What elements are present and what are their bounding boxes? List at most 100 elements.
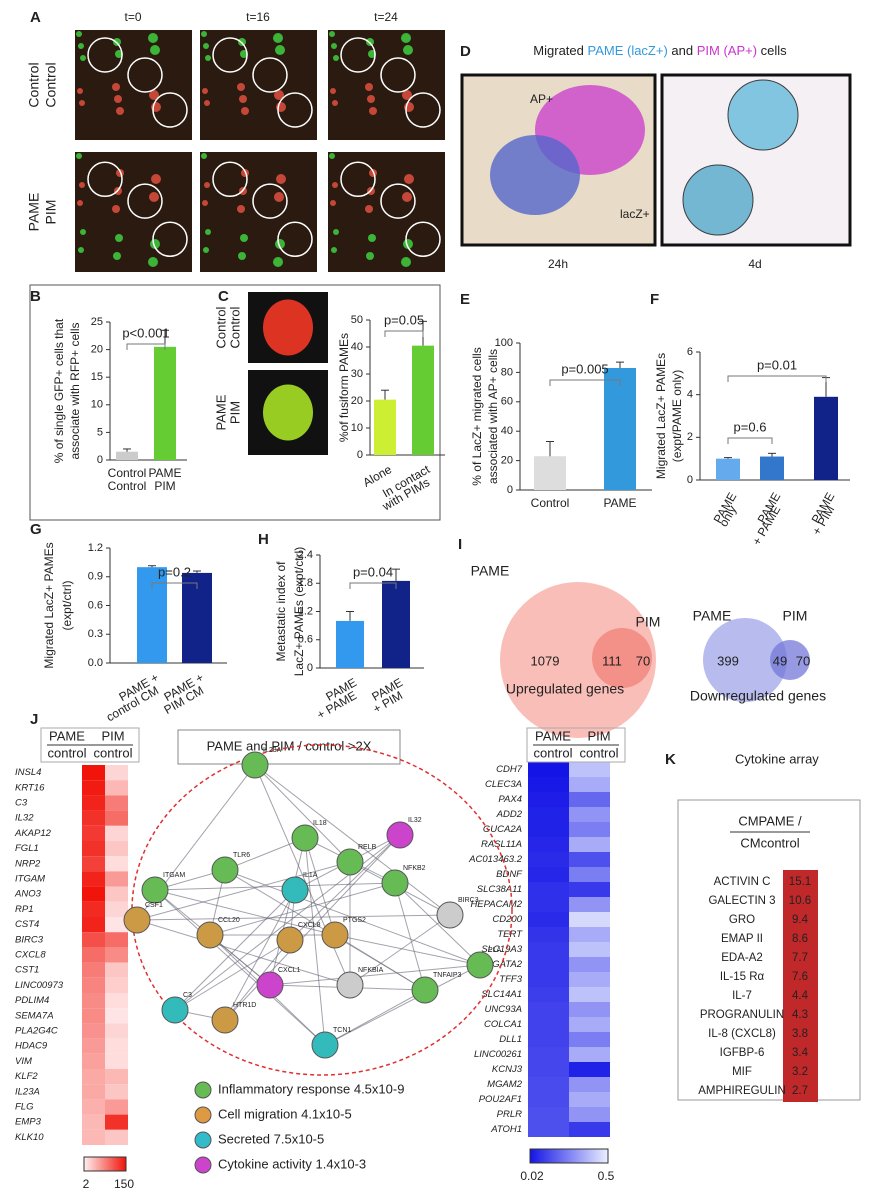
y-axis-label: Migrated LacZ+ PAMEs — [42, 542, 56, 668]
row-label: GALECTIN 3 — [708, 895, 775, 907]
gene-label: PDLIM4 — [15, 995, 49, 1006]
network-node — [211, 856, 239, 884]
row-value: 4.4 — [792, 990, 809, 1002]
network-edge — [154, 882, 396, 891]
bracket — [151, 582, 198, 589]
y-tick-label: 1.2 — [298, 605, 313, 617]
y-tick-label: 20 — [351, 395, 363, 407]
heatmap-cell — [105, 1023, 128, 1039]
cell — [112, 83, 120, 91]
heatmap-cell — [82, 1084, 105, 1100]
panel-label: C — [218, 288, 229, 305]
network-node — [256, 971, 284, 999]
cell — [150, 45, 160, 55]
heatmap-cell — [105, 1114, 128, 1130]
heatmap-cell — [82, 780, 105, 796]
node-label: TNFAIP3 — [433, 972, 462, 979]
cell — [202, 88, 208, 94]
cell — [367, 95, 375, 103]
gene-label: FGL1 — [15, 843, 39, 854]
cell — [332, 182, 338, 188]
cell — [365, 205, 373, 213]
row-label: MIF — [732, 1066, 752, 1078]
outline — [152, 92, 188, 128]
y-tick-label: 0.6 — [88, 599, 103, 611]
column-header: PAME — [535, 728, 571, 743]
title-part: PIM (AP+) — [697, 43, 761, 58]
panel-label: I — [458, 536, 462, 553]
outline — [277, 92, 313, 128]
cell — [203, 43, 209, 49]
gene-label: CD200 — [492, 914, 522, 925]
bracket — [349, 582, 397, 589]
cell — [114, 95, 122, 103]
panel-label: B — [30, 288, 41, 305]
set-name: PAME — [471, 563, 510, 579]
outline — [340, 161, 376, 198]
cell — [80, 55, 86, 61]
heatmap-cell — [105, 1038, 128, 1054]
network-node — [311, 1031, 339, 1059]
network-edge — [289, 834, 401, 941]
cell — [77, 200, 83, 206]
micrograph — [75, 30, 192, 140]
row-label: IL-7 — [732, 990, 752, 1002]
gene-label: MGAM2 — [487, 1079, 523, 1090]
panel-label: A — [30, 9, 41, 26]
column-header: PIM — [587, 728, 610, 743]
panel-label: H — [258, 531, 269, 548]
micrograph — [328, 30, 445, 140]
colorbar — [529, 1148, 609, 1164]
venn-circle — [500, 582, 656, 738]
node-label: HTR1D — [233, 1002, 256, 1009]
heatmap-cell — [569, 762, 610, 777]
heatmap-cell — [105, 901, 128, 917]
panel-label: F — [650, 291, 659, 308]
cell — [402, 90, 412, 100]
heatmap-cell — [528, 957, 569, 972]
gene-label: KLF2 — [15, 1071, 38, 1082]
column-header: control — [47, 745, 86, 760]
row-label: ACTIVIN C — [714, 876, 771, 888]
row-value: 3.2 — [792, 1066, 808, 1078]
outline — [252, 183, 288, 219]
gene-label: SLC38A11 — [477, 884, 522, 895]
network-edge — [136, 861, 351, 921]
gene-label: POU2AF1 — [479, 1094, 522, 1105]
cell — [79, 182, 85, 188]
outline — [87, 161, 123, 198]
bar — [336, 620, 364, 668]
gene-label: SEMA7A — [15, 1010, 54, 1021]
heatmap-cell — [569, 882, 610, 897]
row-label: GRO — [729, 914, 755, 926]
network-node — [336, 848, 364, 876]
venn-circle — [770, 640, 810, 680]
heatmap-cell — [528, 867, 569, 882]
heatmap-cell — [569, 1002, 610, 1017]
gene-label: FLG — [15, 1102, 33, 1113]
heatmap-cell — [82, 1099, 105, 1115]
cell — [329, 153, 335, 159]
gene-label: KCNJ3 — [492, 1064, 523, 1075]
annotation: p=0.01 — [757, 357, 797, 372]
panel-label: K — [665, 751, 676, 768]
network-edge — [224, 837, 306, 871]
network-node — [291, 824, 319, 852]
bracket — [384, 330, 424, 337]
gene-label: C3 — [15, 798, 28, 809]
gene-label: UNC93A — [485, 1004, 523, 1015]
cell — [112, 205, 120, 213]
y-tick-label: 50 — [351, 314, 363, 326]
heatmap-cell — [105, 841, 128, 857]
network-edge — [334, 934, 426, 991]
gene-label: PRLR — [497, 1109, 522, 1120]
heatmap-cell — [82, 1129, 105, 1145]
heatmap-cell — [528, 1017, 569, 1032]
network-node — [466, 951, 494, 979]
bar — [116, 451, 138, 460]
heatmap-cell — [528, 837, 569, 852]
colorbar-label: 0.02 — [520, 1169, 544, 1183]
x-tick-label: + PAME — [749, 503, 783, 548]
gene-label: PAX4 — [498, 794, 522, 805]
caption: 24h — [548, 257, 568, 271]
